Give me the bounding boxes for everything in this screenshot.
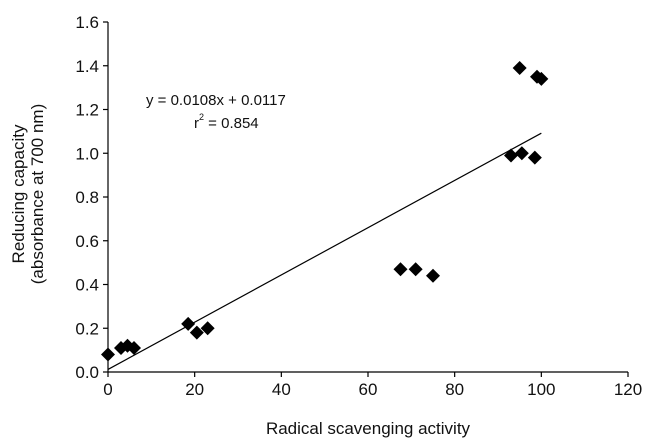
x-tick-label: 120 [614, 380, 642, 399]
x-tick-label: 100 [527, 380, 555, 399]
data-points [101, 60, 549, 362]
x-axis-ticks: 0 20 40 60 80 100 120 [103, 372, 642, 399]
y-axis-title-line1: Reducing capacity [9, 124, 28, 263]
x-tick-label: 0 [103, 380, 112, 399]
y-tick-label: 0.8 [75, 188, 99, 207]
y-tick-label: 0.0 [75, 363, 99, 382]
regression-equation: y = 0.0108x + 0.0117 [146, 92, 286, 109]
data-point-diamond [200, 321, 215, 336]
data-point-diamond [527, 150, 542, 165]
y-axis-title-line2: (absorbance at 700 nm) [28, 104, 47, 285]
y-tick-label: 0.2 [75, 319, 99, 338]
x-tick-label: 40 [272, 380, 291, 399]
data-point-diamond [504, 148, 518, 163]
y-tick-label: 0.6 [75, 232, 99, 251]
data-point-diamond [189, 325, 204, 340]
y-tick-label: 1.6 [75, 13, 99, 32]
data-point-diamond [127, 340, 141, 355]
r-squared-superscript: 2 [199, 112, 204, 122]
y-axis-ticks: 0.0 0.2 0.4 0.6 0.8 1.0 1.2 1.4 1.6 [75, 13, 108, 382]
data-point-diamond [393, 262, 408, 277]
data-point-diamond [408, 262, 423, 277]
x-tick-label: 20 [185, 380, 204, 399]
x-tick-label: 60 [359, 380, 378, 399]
x-tick-label: 80 [445, 380, 464, 399]
y-tick-label: 1.0 [75, 144, 99, 163]
trendline [107, 132, 542, 370]
r-squared-prefix: r [194, 115, 199, 132]
y-tick-label: 1.4 [75, 57, 99, 76]
r-squared-value: = 0.854 [204, 115, 259, 132]
data-point-diamond [101, 347, 115, 362]
y-tick-label: 1.2 [75, 101, 99, 120]
trendline-group [107, 132, 542, 370]
data-point-diamond [514, 146, 529, 161]
data-point-diamond [426, 268, 440, 283]
r-squared-label: r2 = 0.854 [194, 112, 259, 132]
data-point-diamond [512, 60, 527, 75]
data-point-diamond [534, 71, 549, 86]
x-axis-title: Radical scavenging activity [266, 419, 471, 438]
y-tick-label: 0.4 [75, 276, 99, 295]
